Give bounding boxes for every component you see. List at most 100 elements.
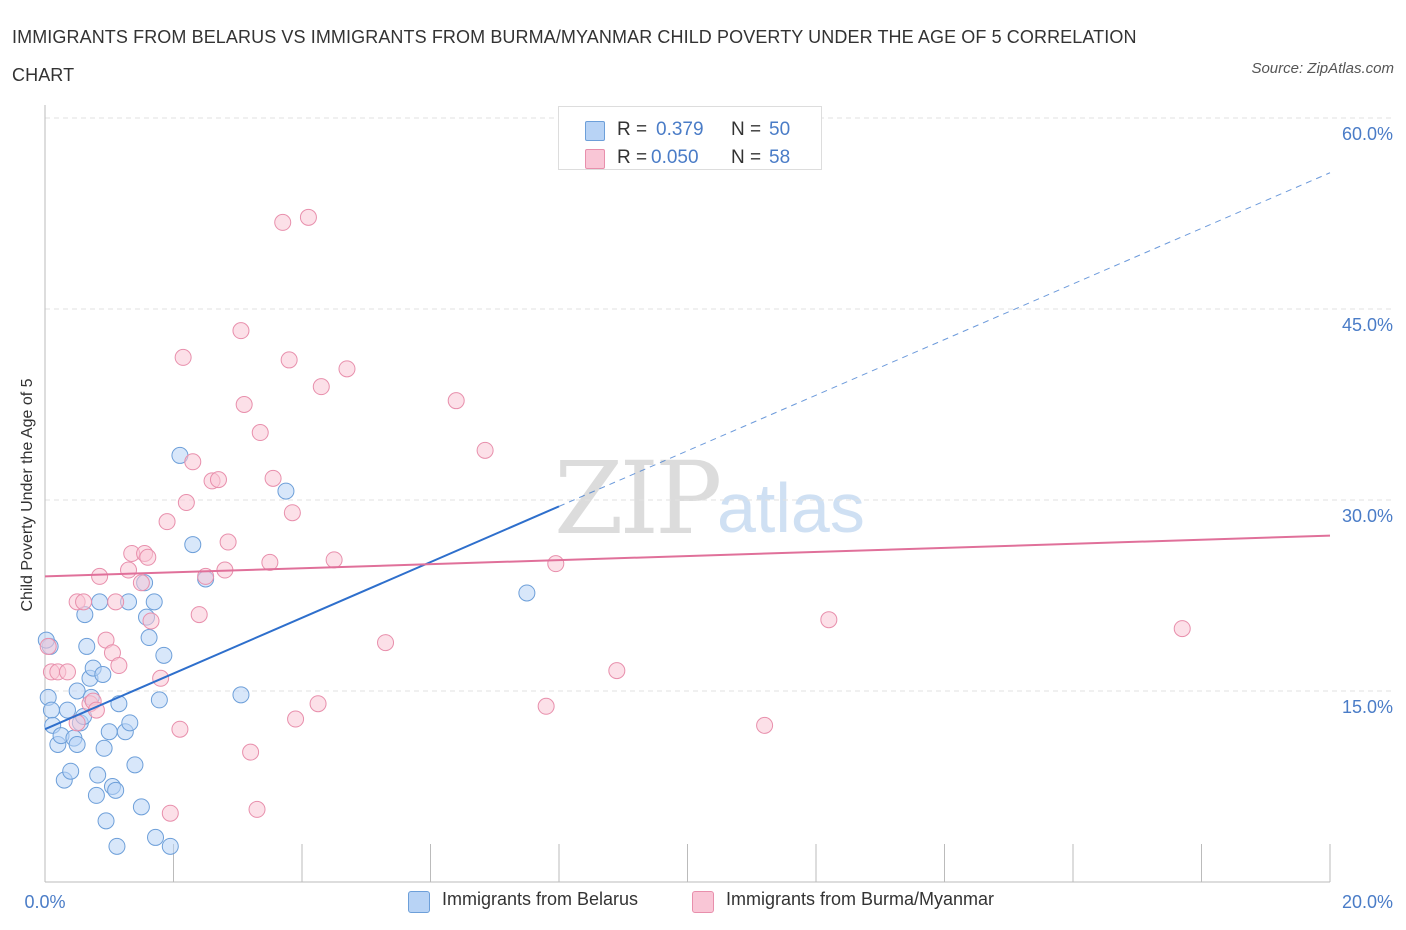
legend-label-belarus: Immigrants from Belarus [442, 889, 639, 909]
belarus-trendline [44, 505, 560, 731]
y-tick-label: 60.0% [1342, 124, 1393, 144]
r-value: 0.379 [656, 119, 704, 140]
watermark-atlas: atlas [717, 469, 865, 547]
belarus-point [155, 646, 173, 664]
burma-point [264, 469, 282, 487]
belarus-point [68, 682, 86, 700]
data-points [37, 208, 1191, 855]
belarus-point [184, 536, 202, 554]
belarus-point [78, 637, 96, 655]
burma-point [161, 804, 179, 822]
burma-point [309, 695, 327, 713]
stats-row-belarus: R = 0.379 N = 50 [559, 117, 821, 145]
burma-point [75, 593, 93, 611]
burma-point [242, 743, 260, 761]
burma-point [158, 513, 176, 531]
y-axis-label: Child Poverty Under the Age of 5 [19, 378, 36, 612]
r-label: R = [617, 147, 648, 168]
gridlines [45, 117, 1395, 692]
burma-point [299, 208, 317, 226]
burma-point [232, 322, 250, 340]
belarus-point [89, 766, 107, 784]
burma-point [608, 662, 626, 680]
belarus-point [132, 798, 150, 816]
belarus-point [145, 593, 163, 611]
burma-point [184, 453, 202, 471]
burma-point [58, 663, 76, 681]
y-tick-label: 45.0% [1342, 315, 1393, 335]
legend-swatch-belarus [408, 891, 430, 913]
belarus-point [94, 665, 112, 683]
burma-point [190, 606, 208, 624]
belarus-point [126, 756, 144, 774]
belarus-point [95, 739, 113, 757]
r-value: 0.050 [651, 147, 699, 168]
x-tick-label: 20.0% [1342, 892, 1393, 912]
belarus-point [91, 593, 109, 611]
y-tick-label: 15.0% [1342, 697, 1393, 717]
burma-point [820, 611, 838, 629]
burma-point [312, 378, 330, 396]
belarus-point [147, 828, 165, 846]
trendlines [44, 172, 1331, 731]
source-label: Source: ZipAtlas.com [1251, 60, 1394, 77]
burma-point [171, 720, 189, 738]
burma-point [280, 351, 298, 369]
belarus-point [140, 629, 158, 647]
burma-point [248, 800, 266, 818]
burma-point [274, 213, 292, 231]
belarus-point [150, 691, 168, 709]
burma-point [447, 392, 465, 410]
r-label: R = [617, 119, 648, 140]
burma-swatch [585, 149, 605, 169]
burma-point [287, 710, 305, 728]
n-label: N = [731, 119, 762, 140]
stats-box: R = 0.379 N = 50 R = 0.050 N = 58 [558, 106, 822, 170]
legend-swatch-burma [692, 891, 714, 913]
belarus-point [42, 701, 60, 719]
axes [44, 105, 1331, 883]
belarus-point [107, 781, 125, 799]
burma-point [132, 574, 150, 592]
burma-point [251, 424, 269, 442]
burma-point [476, 441, 494, 459]
belarus-point [68, 735, 86, 753]
burma-point [107, 593, 125, 611]
n-value: 58 [769, 147, 791, 168]
belarus-point [232, 686, 250, 704]
burma-point [174, 348, 192, 366]
burma-point [209, 471, 227, 489]
legend-label-burma: Immigrants from Burma/Myanmar [726, 889, 995, 909]
n-value: 50 [769, 119, 791, 140]
stats-row-burma: R = 0.050 N = 58 [559, 145, 821, 173]
belarus-point [121, 714, 139, 732]
burma-point [283, 504, 301, 522]
burma-point [110, 657, 128, 675]
burma-point [261, 553, 279, 571]
burma-point [338, 360, 356, 378]
belarus-point [97, 812, 115, 830]
n-label: N = [731, 147, 762, 168]
belarus-point [100, 723, 118, 741]
burma-point [177, 494, 195, 512]
burma-point [235, 396, 253, 413]
burma-point [120, 561, 138, 579]
belarus-point [518, 584, 536, 602]
burma-point [39, 637, 57, 655]
burma-point [139, 548, 157, 566]
tick-labels: 15.0% 30.0% 45.0% 60.0% 0.0% 20.0% [24, 124, 1393, 912]
belarus-point [161, 837, 179, 855]
burma-point [537, 697, 555, 715]
burma-point [219, 533, 237, 551]
belarus-point [62, 762, 80, 780]
belarus-point [87, 786, 105, 804]
burma-point [142, 612, 160, 630]
x-tick-label: 0.0% [24, 892, 65, 912]
burma-point [547, 555, 565, 573]
chart-title: IMMIGRANTS FROM BELARUS VS IMMIGRANTS FR… [12, 27, 1137, 85]
belarus-trendline-extension [558, 172, 1331, 507]
burma-point [756, 716, 774, 734]
burma-point [91, 567, 109, 585]
burma-point [325, 551, 343, 569]
